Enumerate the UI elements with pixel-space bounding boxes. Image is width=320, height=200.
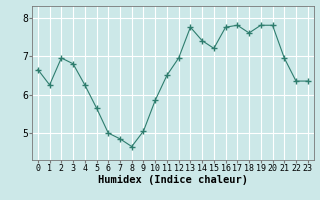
X-axis label: Humidex (Indice chaleur): Humidex (Indice chaleur) <box>98 175 248 185</box>
